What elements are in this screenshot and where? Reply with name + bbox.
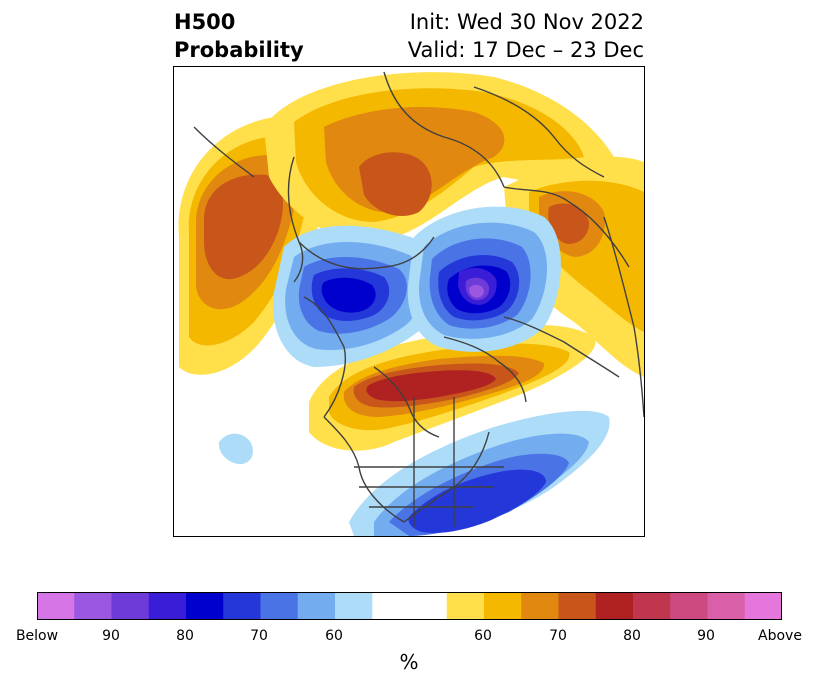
colorbar-swatch-14 <box>595 592 634 620</box>
colorbar-swatch-15 <box>633 592 671 620</box>
colorbar-swatch-16 <box>670 592 708 620</box>
colorbar-swatch-4 <box>186 592 224 620</box>
negative-anomaly-scandinavia <box>407 206 561 352</box>
tick-above-80: 80 <box>623 628 641 644</box>
tick-above-70: 70 <box>549 628 567 644</box>
title-quantity: Probability <box>174 38 304 62</box>
negative-anomaly-hawaii <box>218 433 253 465</box>
tick-below-90: 90 <box>102 628 120 644</box>
colorbar-swatches <box>37 592 782 620</box>
colorbar-swatch-7 <box>297 592 336 620</box>
colorbar-unit: % <box>399 650 419 674</box>
colorbar-swatch-1 <box>74 592 112 620</box>
colorbar-swatch-5 <box>223 592 261 620</box>
colorbar-swatch-3 <box>148 592 187 620</box>
init-date: Init: Wed 30 Nov 2022 <box>409 10 644 34</box>
map-dates: Init: Wed 30 Nov 2022 Valid: 17 Dec – 23… <box>408 8 644 64</box>
tick-above-90: 90 <box>697 628 715 644</box>
colorbar-swatch-9 <box>372 592 448 620</box>
tick-above: Above <box>758 628 802 644</box>
tick-above-60: 60 <box>474 628 492 644</box>
tick-below-70: 70 <box>250 628 268 644</box>
tick-below-80: 80 <box>176 628 194 644</box>
colorbar-border <box>37 592 782 620</box>
map-title: H500 Probability <box>174 8 304 64</box>
positive-anomaly-europe <box>504 156 644 377</box>
tick-below-60: 60 <box>325 628 343 644</box>
colorbar-swatch-18 <box>744 592 782 620</box>
colorbar-swatch-8 <box>335 592 373 620</box>
positive-anomaly-siberia <box>264 72 624 242</box>
colorbar-swatch-10 <box>446 592 485 620</box>
valid-range: Valid: 17 Dec – 23 Dec <box>407 38 644 62</box>
colorbar-swatch-11 <box>484 592 522 620</box>
colorbar-swatch-6 <box>260 592 299 620</box>
colorbar-swatch-2 <box>111 592 150 620</box>
positive-anomaly-canada-north-atlantic <box>309 324 596 451</box>
title-variable: H500 <box>174 10 236 34</box>
colorbar-swatch-12 <box>521 592 559 620</box>
probability-colorbar <box>37 592 782 620</box>
colorbar-swatch-17 <box>707 592 746 620</box>
probability-map <box>178 71 644 536</box>
tick-below: Below <box>15 628 59 644</box>
coastlines <box>193 71 644 527</box>
colorbar-swatch-13 <box>558 592 597 620</box>
negative-anomaly-alaska-arctic <box>273 225 443 367</box>
colorbar-swatch-0 <box>37 592 75 620</box>
map-panel <box>173 66 645 537</box>
